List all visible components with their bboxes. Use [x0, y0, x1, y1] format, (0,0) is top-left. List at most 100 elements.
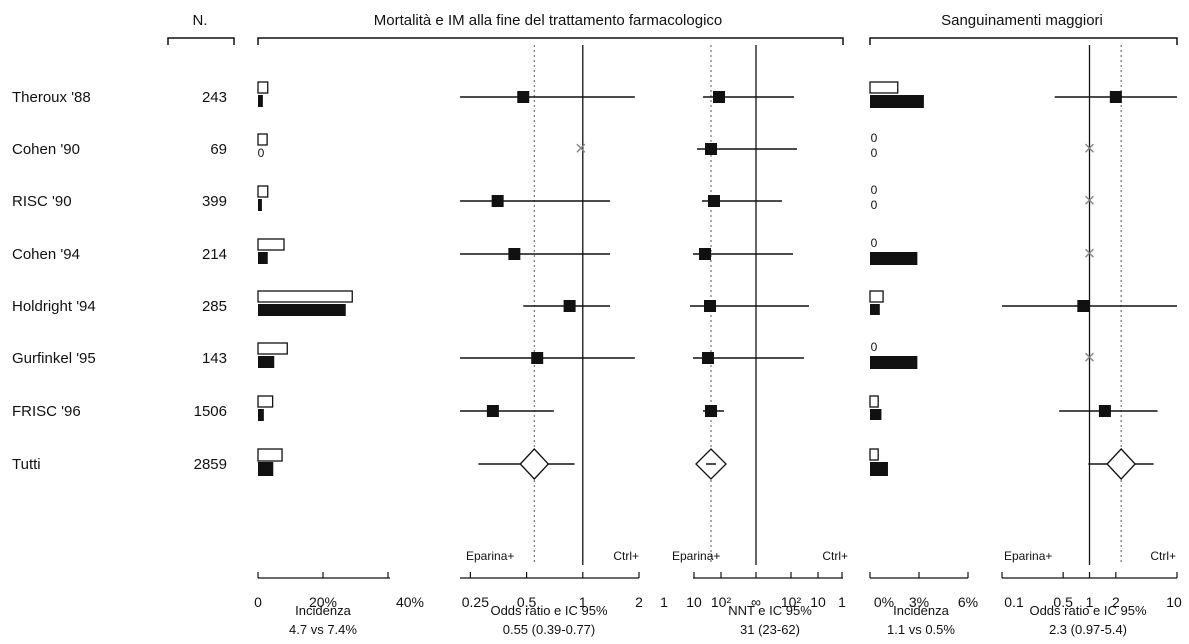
nnt-tick-label: 10² [711, 594, 732, 610]
panel-caption: Incidenza [893, 603, 949, 618]
panel-summary: 4.7 vs 7.4% [289, 622, 357, 637]
study-label: Theroux '88 [12, 89, 91, 106]
incidence-bar-heparin [258, 252, 268, 264]
incidence-bar-control [257, 133, 268, 146]
overall-label: Tutti [12, 456, 41, 473]
header-mortality: Mortalità e IM alla fine del trattamento… [374, 12, 723, 29]
odds-tick-label: 1 [579, 594, 587, 610]
bleed-zero-label: 0 [871, 340, 878, 354]
incidence-bar-control [257, 395, 274, 408]
bleed-bar-heparin [870, 462, 888, 476]
bracket-bleeding [869, 37, 1178, 45]
study-n: 285 [202, 298, 227, 315]
bleed-bar-heparin [870, 95, 924, 108]
odds-point [508, 248, 521, 260]
odds-right-label: Ctrl+ [613, 549, 639, 563]
incidence-bar-control [257, 290, 353, 303]
bleed-odds-point [1077, 300, 1090, 312]
bleed-incidence-tick-label: 3% [909, 594, 929, 610]
study-n: 143 [202, 350, 227, 367]
bleed-incidence-tick-label: 6% [958, 594, 978, 610]
bleed-zero-label: 0 [871, 146, 878, 160]
incidence-bar-heparin [258, 304, 346, 316]
incidence-bar-heparin [258, 462, 274, 476]
panel-caption: Odds ratio e IC 95% [1029, 603, 1146, 618]
odds-tick-label: 0.5 [517, 594, 537, 610]
bracket-mortality [257, 37, 844, 45]
study-label: Holdright '94 [12, 298, 96, 315]
nnt-tick-label: ∞ [751, 594, 761, 610]
odds-point [517, 91, 530, 103]
study-label: RISC '90 [12, 193, 72, 210]
nnt-right-label: Ctrl+ [822, 549, 848, 563]
bracket-n [167, 37, 235, 45]
nnt-tick-label: 10 [686, 594, 702, 610]
bleed-bar-heparin [870, 304, 880, 315]
odds-point [486, 405, 499, 417]
incidence-bar-control [257, 238, 285, 251]
bleed-zero-label: 0 [871, 183, 878, 197]
nnt-point [713, 91, 725, 103]
odds-pooled-diamond [519, 448, 550, 480]
bleed-pooled-diamond [1106, 448, 1137, 480]
bleed-odds-left-label: Eparina+ [1004, 549, 1052, 563]
study-n: 69 [210, 141, 227, 158]
incidence-bar-heparin [258, 95, 263, 107]
odds-point [531, 352, 544, 364]
bleed-bar-control [869, 290, 884, 303]
bleed-bar-heparin [870, 409, 882, 420]
panel-summary: 0.55 (0.39-0.77) [503, 622, 596, 637]
bleed-no-event-mark: × [1084, 243, 1096, 265]
incidence-bar-control [257, 81, 269, 94]
incidence-bar-control [257, 185, 269, 198]
bleed-bar-heparin [870, 252, 918, 265]
odds-left-label: Eparina+ [466, 549, 514, 563]
odds-tick-label: 0.25 [462, 594, 489, 610]
incidence-tick-label: 40% [396, 594, 424, 610]
odds-tick-label: 2 [635, 594, 643, 610]
incidence-tick-label: 20% [309, 594, 337, 610]
nnt-point [702, 352, 714, 364]
nnt-point [699, 248, 711, 260]
panel-caption: Incidenza [295, 603, 351, 618]
bleed-no-event-mark: × [1084, 347, 1096, 369]
bleed-zero-label: 0 [871, 198, 878, 212]
panel-caption: NNT e IC 95% [728, 603, 812, 618]
bleed-odds-tick-label: 0.5 [1053, 594, 1073, 610]
incidence-zero-label: 0 [258, 146, 265, 160]
overall-n: 2859 [194, 456, 227, 473]
bleed-odds-right-label: Ctrl+ [1150, 549, 1176, 563]
bleed-odds-point [1098, 405, 1111, 417]
bleed-bar-control [869, 448, 879, 461]
bleed-odds-tick-label: 1 [1086, 594, 1094, 610]
bleed-zero-label: 0 [871, 236, 878, 250]
bleed-bar-control [869, 395, 879, 408]
nnt-point [705, 405, 717, 417]
nnt-tick-label: 10² [781, 594, 802, 610]
header-bleeding: Sanguinamenti maggiori [941, 12, 1103, 29]
study-n: 399 [202, 193, 227, 210]
incidence-bar-control [257, 448, 283, 462]
nnt-point [705, 143, 717, 155]
nnt-tick-label: 1 [838, 594, 846, 610]
nnt-left-label: Eparina+ [672, 549, 720, 563]
incidence-bar-heparin [258, 409, 264, 421]
odds-point [563, 300, 576, 312]
nnt-tick-label: 10 [810, 594, 826, 610]
bleed-bar-control [869, 81, 899, 94]
panel-summary: 2.3 (0.97-5.4) [1049, 622, 1127, 637]
nnt-tick-label: 1 [660, 594, 668, 610]
bleed-odds-point [1109, 91, 1122, 103]
study-n: 243 [202, 89, 227, 106]
study-label: Gurfinkel '95 [12, 350, 96, 367]
nnt-point [708, 195, 720, 207]
panel-summary: 31 (23-62) [740, 622, 800, 637]
study-n: 214 [202, 246, 227, 263]
bleed-no-event-mark: × [1084, 138, 1096, 160]
study-label: Cohen '90 [12, 141, 80, 158]
bleed-odds-tick-label: 2 [1112, 594, 1120, 610]
odds-no-event-mark: × [575, 138, 587, 160]
study-label: FRISC '96 [12, 403, 81, 420]
